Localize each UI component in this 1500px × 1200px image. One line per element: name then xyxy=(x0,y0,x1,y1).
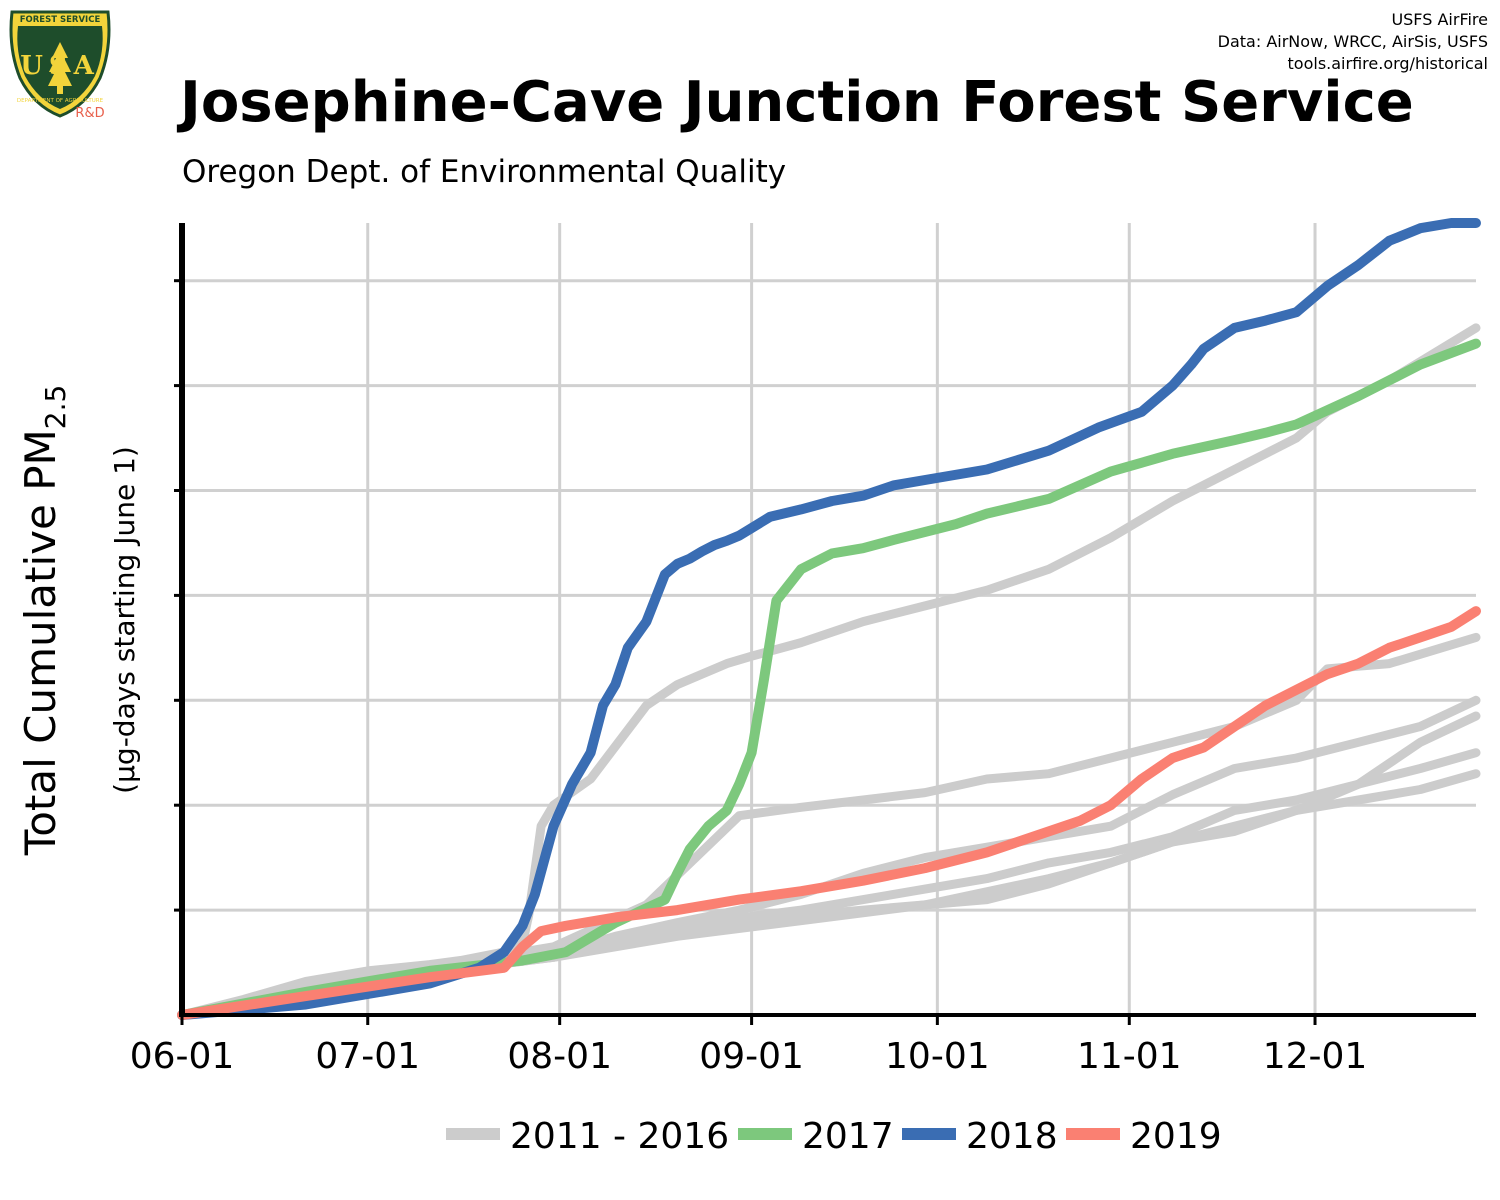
y-axis-label-subscript: 2.5 xyxy=(39,385,72,430)
x-tick-label-6: 12-01 xyxy=(1263,1036,1368,1077)
legend: 2011 - 2016 2017 2018 2019 xyxy=(446,1116,1222,1157)
x-tick-label-2: 08-01 xyxy=(507,1036,612,1077)
tree-trunk-icon xyxy=(57,86,63,94)
chart-title: Josephine-Cave Junction Forest Service xyxy=(180,70,1414,135)
x-tick-label-1: 07-01 xyxy=(315,1036,420,1077)
series-layer xyxy=(177,218,1481,1020)
tree-icon xyxy=(48,42,72,86)
series-line-8-y2019 xyxy=(177,606,1481,1020)
x-tick-label-0: 06-01 xyxy=(130,1036,235,1077)
y-axis-label: Total Cumulative PM2.5 xyxy=(16,385,72,857)
label-layer: Total Cumulative PM2.5 (µg-days starting… xyxy=(16,385,141,857)
y-axis-sublabel: (µg-days starting June 1) xyxy=(108,446,141,794)
legend-label-3: 2019 xyxy=(1130,1116,1222,1157)
series-line-7-y2018 xyxy=(177,218,1481,1020)
x-tick-label-4: 10-01 xyxy=(885,1036,990,1077)
series-line-6-y2017 xyxy=(177,338,1481,1020)
chart-subtitle: Oregon Dept. of Environmental Quality xyxy=(182,154,787,190)
legend-label-2: 2018 xyxy=(966,1116,1058,1157)
logo-rd-tag: R&D xyxy=(75,106,104,120)
usfs-logo: FOREST SERVICE USA DEPARTMENT OF AGRICUL… xyxy=(9,10,111,120)
y-axis-label-main: Total Cumulative PM xyxy=(16,429,65,856)
logo-bottom-text: DEPARTMENT OF AGRICULTURE xyxy=(17,98,104,104)
credit-line-3: tools.airfire.org/historical xyxy=(1287,54,1488,73)
credit-line-2: Data: AirNow, WRCC, AirSis, USFS xyxy=(1217,32,1488,51)
axis-layer: 06-01 07-01 08-01 09-01 10-01 11-01 12-01 xyxy=(130,223,1476,1077)
legend-label-1: 2017 xyxy=(802,1116,894,1157)
legend-label-0: 2011 - 2016 xyxy=(510,1116,729,1157)
logo-top-text: FOREST SERVICE xyxy=(20,15,101,25)
grid-layer xyxy=(182,223,1476,1015)
x-tick-label-5: 11-01 xyxy=(1077,1036,1182,1077)
credit-line-1: USFS AirFire xyxy=(1391,10,1488,29)
x-tick-label-3: 09-01 xyxy=(699,1036,804,1077)
